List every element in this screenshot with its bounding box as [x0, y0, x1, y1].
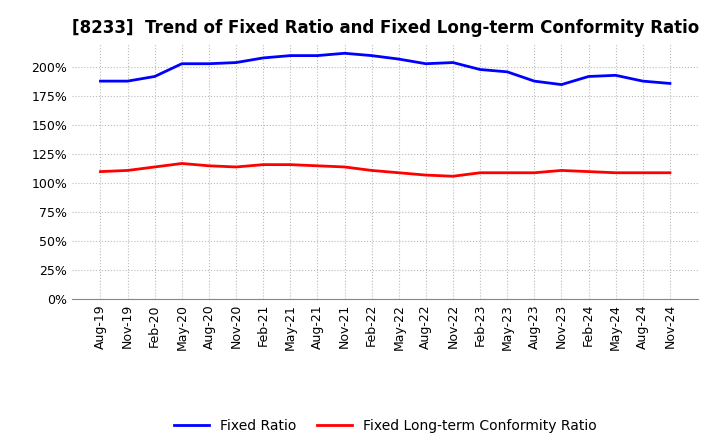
- Fixed Long-term Conformity Ratio: [557, 168, 566, 173]
- Fixed Ratio: [123, 78, 132, 84]
- Fixed Ratio: [96, 78, 105, 84]
- Fixed Long-term Conformity Ratio: [232, 164, 240, 169]
- Fixed Long-term Conformity Ratio: [178, 161, 186, 166]
- Fixed Ratio: [178, 61, 186, 66]
- Fixed Ratio: [286, 53, 294, 58]
- Fixed Long-term Conformity Ratio: [204, 163, 213, 169]
- Fixed Ratio: [639, 78, 647, 84]
- Legend: Fixed Ratio, Fixed Long-term Conformity Ratio: Fixed Ratio, Fixed Long-term Conformity …: [168, 413, 602, 438]
- Fixed Ratio: [449, 60, 457, 65]
- Line: Fixed Ratio: Fixed Ratio: [101, 53, 670, 84]
- Fixed Long-term Conformity Ratio: [665, 170, 674, 176]
- Fixed Ratio: [150, 74, 159, 79]
- Fixed Long-term Conformity Ratio: [367, 168, 376, 173]
- Fixed Long-term Conformity Ratio: [150, 164, 159, 169]
- Fixed Long-term Conformity Ratio: [611, 170, 620, 176]
- Fixed Ratio: [313, 53, 322, 58]
- Fixed Ratio: [584, 74, 593, 79]
- Fixed Ratio: [232, 60, 240, 65]
- Fixed Ratio: [476, 67, 485, 72]
- Fixed Long-term Conformity Ratio: [503, 170, 511, 176]
- Fixed Ratio: [341, 51, 349, 56]
- Fixed Ratio: [421, 61, 430, 66]
- Fixed Ratio: [557, 82, 566, 87]
- Fixed Ratio: [395, 56, 403, 62]
- Fixed Long-term Conformity Ratio: [584, 169, 593, 174]
- Fixed Long-term Conformity Ratio: [530, 170, 539, 176]
- Fixed Long-term Conformity Ratio: [286, 162, 294, 167]
- Title: [8233]  Trend of Fixed Ratio and Fixed Long-term Conformity Ratio: [8233] Trend of Fixed Ratio and Fixed Lo…: [71, 19, 699, 37]
- Fixed Long-term Conformity Ratio: [421, 172, 430, 178]
- Fixed Ratio: [204, 61, 213, 66]
- Fixed Long-term Conformity Ratio: [123, 168, 132, 173]
- Fixed Long-term Conformity Ratio: [341, 164, 349, 169]
- Fixed Ratio: [259, 55, 268, 61]
- Fixed Ratio: [367, 53, 376, 58]
- Fixed Long-term Conformity Ratio: [395, 170, 403, 176]
- Fixed Long-term Conformity Ratio: [259, 162, 268, 167]
- Fixed Ratio: [530, 78, 539, 84]
- Fixed Long-term Conformity Ratio: [313, 163, 322, 169]
- Line: Fixed Long-term Conformity Ratio: Fixed Long-term Conformity Ratio: [101, 164, 670, 176]
- Fixed Ratio: [611, 73, 620, 78]
- Fixed Long-term Conformity Ratio: [96, 169, 105, 174]
- Fixed Long-term Conformity Ratio: [476, 170, 485, 176]
- Fixed Long-term Conformity Ratio: [449, 174, 457, 179]
- Fixed Long-term Conformity Ratio: [639, 170, 647, 176]
- Fixed Ratio: [665, 81, 674, 86]
- Fixed Ratio: [503, 69, 511, 74]
